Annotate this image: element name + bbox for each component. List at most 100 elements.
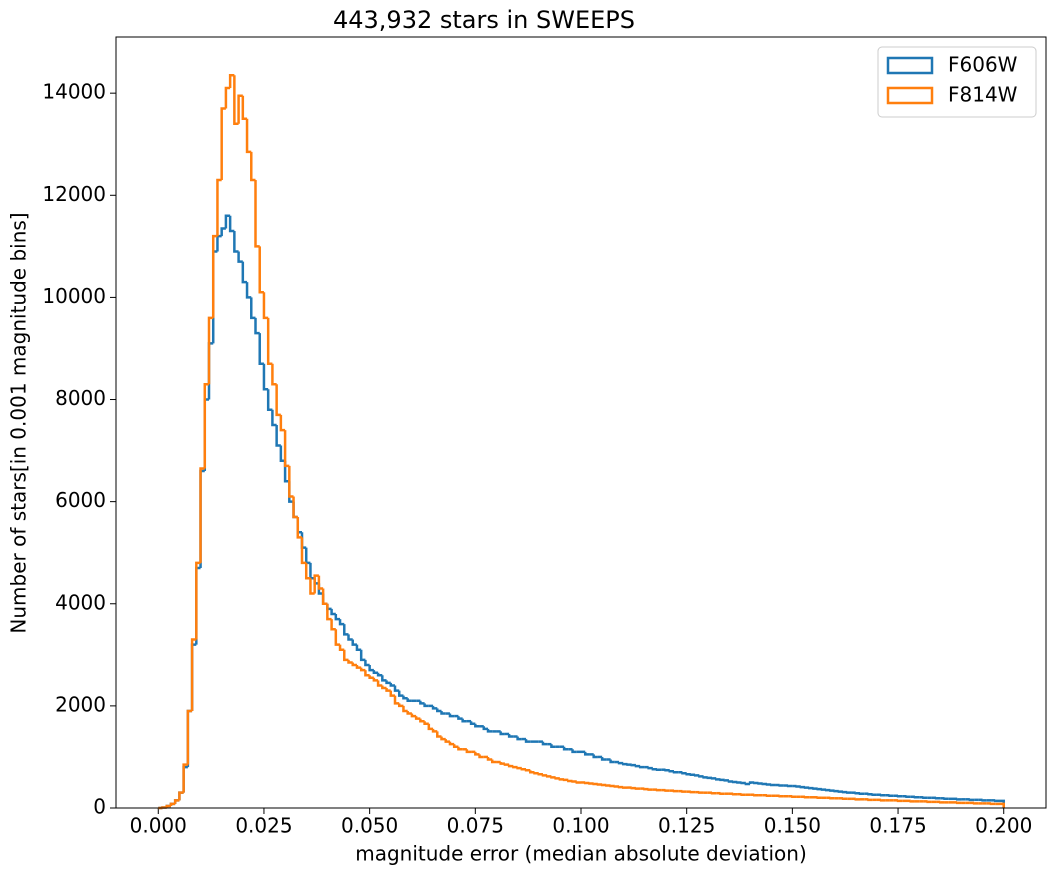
histogram-step [220, 227, 226, 237]
histogram-step [854, 791, 860, 795]
x-tick-label: 0.175 [869, 814, 926, 838]
histogram-step [799, 785, 806, 789]
histogram-step [410, 713, 417, 718]
histogram-step [381, 685, 387, 690]
histogram-step [719, 792, 725, 795]
histogram-step [292, 496, 298, 519]
histogram-step [258, 246, 264, 294]
histogram-step [571, 780, 577, 783]
histogram-step [372, 677, 379, 682]
histogram-step [216, 178, 222, 237]
histogram-step [334, 629, 341, 646]
histogram-step [359, 649, 366, 662]
histogram-step [812, 787, 818, 790]
histogram-step [254, 317, 260, 335]
histogram-step [245, 118, 252, 154]
y-tick-label: 10000 [42, 284, 106, 308]
histogram-step [275, 384, 281, 417]
legend: F606W F814W [877, 46, 1037, 118]
histogram-step [905, 795, 911, 799]
histogram-step [896, 799, 903, 803]
x-tick-label: 0.125 [658, 814, 715, 838]
histogram-step [769, 783, 776, 787]
histogram-step [499, 762, 505, 765]
x-tick-label: 0.100 [552, 814, 609, 838]
histogram-step [431, 705, 438, 710]
histogram-step [516, 766, 522, 770]
y-tick-label: 4000 [55, 590, 106, 614]
histogram-step [854, 798, 860, 801]
histogram-step [347, 634, 353, 641]
histogram-step [431, 728, 438, 733]
histogram-step [330, 608, 336, 616]
histogram-step [207, 316, 214, 385]
histogram-step [448, 713, 455, 718]
histogram-step [808, 786, 814, 790]
histogram-step [791, 795, 797, 799]
histogram-step [211, 234, 218, 318]
histogram-step [364, 659, 370, 667]
histogram-step [304, 547, 311, 565]
histogram-step [748, 781, 755, 785]
histogram-step [943, 797, 949, 801]
histogram-step [841, 790, 848, 794]
histogram-step [617, 761, 624, 765]
histogram-step [507, 764, 514, 768]
histogram-step [486, 728, 493, 733]
histogram-step [199, 467, 205, 563]
histogram-step [381, 675, 387, 682]
histogram-step [833, 789, 839, 793]
histogram-step [347, 659, 353, 664]
histogram-step [634, 787, 641, 790]
histogram-step [693, 774, 700, 777]
histogram-step [719, 778, 725, 782]
histogram-step [664, 768, 670, 772]
y-tick-label: 12000 [42, 182, 106, 206]
histogram-step [524, 739, 531, 743]
histogram-step [816, 787, 822, 791]
histogram-step [710, 777, 717, 780]
histogram-step [507, 733, 514, 738]
histogram-step [385, 688, 391, 692]
histogram-step [955, 801, 962, 805]
histogram-step [529, 770, 535, 774]
histogram-step [271, 409, 277, 427]
histogram-step [913, 796, 920, 799]
histogram-step [723, 779, 729, 782]
histogram-step [283, 430, 290, 468]
histogram-step [655, 768, 662, 771]
y-tick-label: 14000 [42, 80, 106, 104]
histogram-step [909, 800, 915, 803]
histogram-step [173, 799, 180, 804]
histogram-step [647, 788, 653, 791]
histogram-step [710, 791, 717, 795]
histogram-step [393, 695, 400, 705]
histogram-step [241, 261, 248, 284]
histogram-step [338, 644, 345, 651]
histogram-step [228, 215, 235, 233]
histogram-step [562, 778, 569, 782]
histogram-step [266, 317, 273, 366]
histogram-step [368, 675, 374, 680]
histogram-step [169, 802, 176, 806]
histogram-step [689, 773, 696, 777]
histogram-step [262, 363, 269, 391]
histogram-step [343, 624, 349, 636]
histogram-step [288, 465, 294, 498]
histogram-step [999, 802, 1005, 808]
histogram-step [786, 784, 793, 788]
histogram-step [727, 780, 734, 783]
histogram-step [698, 775, 704, 778]
histogram-step [186, 709, 193, 765]
histogram-step [550, 744, 556, 748]
histogram-step [343, 649, 349, 662]
histogram-step [643, 787, 649, 791]
histogram-step [989, 802, 996, 806]
histogram-step [803, 786, 810, 789]
x-tick-label: 0.025 [235, 814, 292, 838]
histogram-step [376, 672, 383, 677]
histogram-step [740, 793, 746, 796]
histogram-step [820, 788, 827, 791]
histogram-step [397, 703, 404, 708]
histogram-step [778, 784, 784, 787]
